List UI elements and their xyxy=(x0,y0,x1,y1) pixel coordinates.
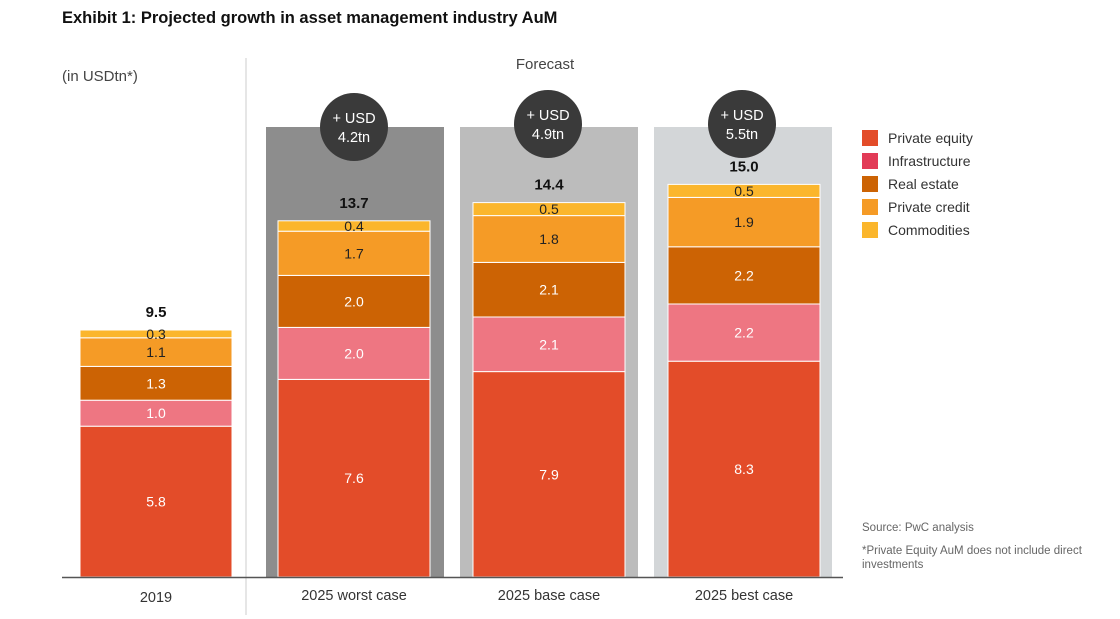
data-label: 2.0 xyxy=(344,293,364,309)
growth-label-line1: + USD xyxy=(720,108,763,124)
total-label: 13.7 xyxy=(339,195,368,212)
growth-label-line1: + USD xyxy=(526,108,569,124)
stacked-bar-chart: 5.8 1.0 1.3 1.1 0.3 9.5 2019 7.6 2.0 2.0 1.7 0.4 13.… xyxy=(62,58,843,615)
data-label: 1.1 xyxy=(146,344,166,360)
data-label: 2.0 xyxy=(344,345,364,361)
bar-segment xyxy=(472,316,626,373)
data-label: 8.3 xyxy=(734,461,754,477)
legend-swatch xyxy=(862,129,878,146)
data-label: 0.4 xyxy=(344,218,364,234)
bar-segment xyxy=(79,365,233,401)
legend-swatch xyxy=(862,152,878,169)
growth-label-line1: + USD xyxy=(332,111,375,127)
data-label: 7.9 xyxy=(539,466,559,482)
total-label: 9.5 xyxy=(146,304,167,321)
chart-title: Exhibit 1: Projected growth in asset man… xyxy=(62,9,558,27)
legend-swatch xyxy=(862,198,878,215)
legend: Private equity Infrastructure Real estat… xyxy=(862,126,973,241)
category-label: 2025 best case xyxy=(695,588,793,604)
data-label: 2.1 xyxy=(539,282,559,298)
bar-segment xyxy=(667,246,821,305)
growth-bubble xyxy=(708,90,776,158)
bar-segment xyxy=(667,183,821,198)
legend-item-real-estate: Real estate xyxy=(862,172,973,195)
bar-segment xyxy=(472,371,626,578)
bar-segment xyxy=(79,337,233,367)
legend-label: Private credit xyxy=(888,198,970,215)
bar-segment xyxy=(667,303,821,362)
total-label: 14.4 xyxy=(534,177,564,194)
bar-segment xyxy=(79,425,233,578)
unit-label: (in USDtn*) xyxy=(62,68,138,85)
data-label: 0.5 xyxy=(539,201,559,217)
legend-item-commodities: Commodities xyxy=(862,218,973,241)
data-label: 2.1 xyxy=(539,336,559,352)
data-label: 1.7 xyxy=(344,245,364,261)
data-label: 0.5 xyxy=(734,183,754,199)
growth-bubble xyxy=(320,93,388,161)
data-label: 1.0 xyxy=(146,405,166,421)
data-label: 1.3 xyxy=(146,375,166,391)
data-label: 5.8 xyxy=(146,494,166,510)
bar-segment xyxy=(277,274,431,328)
legend-item-private-credit: Private credit xyxy=(862,195,973,218)
bar-segment xyxy=(472,202,626,217)
growth-bubble xyxy=(514,90,582,158)
growth-label-line2: 5.5tn xyxy=(726,127,758,143)
bar-segment xyxy=(472,215,626,263)
data-label: 2.2 xyxy=(734,267,754,283)
bar-segment xyxy=(667,360,821,578)
growth-label-line2: 4.2tn xyxy=(338,130,370,146)
legend-swatch xyxy=(862,175,878,192)
footnote: *Private Equity AuM does not include dir… xyxy=(862,545,1082,571)
data-label: 7.6 xyxy=(344,470,364,486)
category-label: 2025 worst case xyxy=(301,588,407,604)
bar-segment xyxy=(667,196,821,248)
legend-label: Commodities xyxy=(888,221,970,238)
bar-segment xyxy=(472,261,626,318)
bar-segment xyxy=(277,230,431,276)
data-label: 2.2 xyxy=(734,325,754,341)
bar-segment xyxy=(277,220,431,232)
bar-segment xyxy=(79,399,233,427)
source-note: Source: PwC analysis xyxy=(862,522,974,534)
growth-label-line2: 4.9tn xyxy=(532,127,564,143)
data-label: 1.8 xyxy=(539,231,559,247)
data-label: 1.9 xyxy=(734,214,754,230)
legend-label: Private equity xyxy=(888,129,973,146)
category-label: 2019 xyxy=(140,590,172,606)
legend-swatch xyxy=(862,221,878,238)
bar-segment xyxy=(79,329,233,339)
legend-item-infrastructure: Infrastructure xyxy=(862,149,973,172)
legend-item-private-equity: Private equity xyxy=(862,126,973,149)
data-label: 0.3 xyxy=(146,326,166,342)
category-label: 2025 base case xyxy=(498,588,600,604)
forecast-label: Forecast xyxy=(515,56,575,73)
legend-label: Infrastructure xyxy=(888,152,971,169)
total-label: 15.0 xyxy=(729,158,758,175)
legend-label: Real estate xyxy=(888,175,959,192)
bar-segment xyxy=(277,326,431,380)
